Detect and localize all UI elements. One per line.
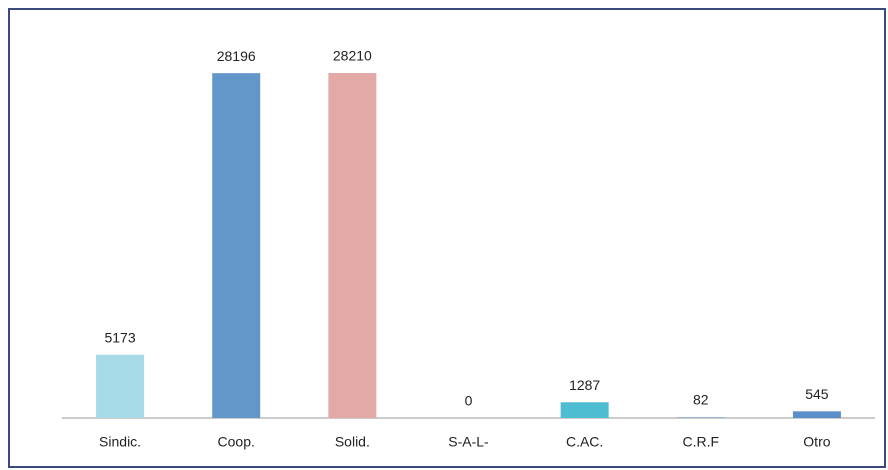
x-tick-label: Coop. <box>218 434 255 450</box>
data-label: 28210 <box>333 48 372 64</box>
bar <box>560 402 609 418</box>
data-label: 0 <box>465 393 473 409</box>
x-tick-label: C.R.F <box>683 434 720 450</box>
data-label: 82 <box>693 392 709 408</box>
data-label: 1287 <box>569 377 600 393</box>
x-tick-label: Otro <box>803 434 830 450</box>
x-tick-label: S-A-L- <box>448 434 489 450</box>
data-label: 28196 <box>217 48 256 64</box>
x-tick-label: Solid. <box>335 434 370 450</box>
data-label: 545 <box>805 386 829 402</box>
bar <box>328 73 377 418</box>
chart-frame <box>8 8 886 468</box>
x-tick-label: C.AC. <box>566 434 603 450</box>
bar <box>96 354 145 418</box>
bar <box>792 411 841 418</box>
data-label: 5173 <box>104 329 135 345</box>
bar <box>676 416 725 418</box>
bar <box>212 73 261 419</box>
x-tick-label: Sindic. <box>99 434 141 450</box>
